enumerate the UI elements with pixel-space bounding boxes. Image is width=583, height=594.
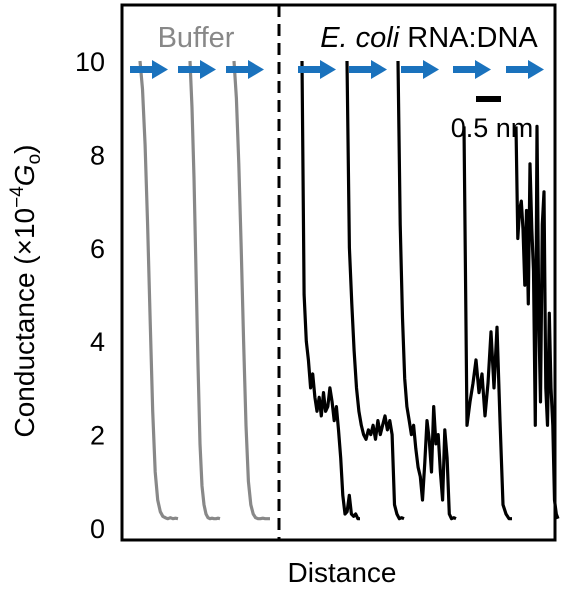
arrows-layer: [130, 60, 544, 79]
buffer-panel-label: Buffer: [158, 22, 235, 54]
conductance-trace-2: [188, 60, 221, 521]
y-axis-title: Conductance (×10−4Go): [7, 145, 45, 438]
arrow-icon: [506, 60, 544, 79]
conductance-trace-5: [345, 60, 405, 521]
plot-frame: [120, 3, 557, 542]
conductance-trace-7: [462, 126, 512, 521]
arrow-icon: [130, 60, 168, 79]
traces-layer: [138, 60, 560, 521]
scale-bar-label: 0.5 nm: [451, 113, 534, 143]
conductance-trace-6: [396, 60, 457, 521]
y-tick-label: 2: [90, 421, 105, 451]
y-axis-title-exponent: −4: [7, 186, 28, 208]
x-axis-title: Distance: [288, 557, 397, 588]
y-axis-ticks: 0 2 4 6 8 10: [75, 47, 105, 544]
conductance-trace-3: [232, 60, 270, 521]
y-tick-label: 4: [90, 327, 105, 357]
y-tick-label: 8: [90, 140, 105, 170]
sample-type: RNA:DNA: [399, 22, 538, 54]
arrow-icon: [178, 60, 216, 79]
conductance-trace-4: [300, 60, 360, 521]
rna-dna-panel-label: E. coli RNA:DNA: [320, 22, 538, 54]
conductance-trace-8: [514, 124, 560, 520]
arrow-icon: [298, 60, 336, 79]
y-tick-label: 0: [90, 514, 105, 544]
y-tick-label: 6: [90, 234, 105, 264]
y-axis-title-main: Conductance (×10: [9, 208, 40, 438]
arrow-icon: [453, 60, 491, 79]
arrow-icon: [401, 60, 439, 79]
y-axis-title-unit: G: [9, 164, 40, 186]
conductance-trace-1: [138, 60, 179, 521]
y-tick-label: 10: [75, 47, 105, 77]
arrow-icon: [226, 60, 264, 79]
arrow-icon: [349, 60, 387, 79]
organism-name: E. coli: [320, 22, 401, 54]
y-axis-title-unit-subscript: o: [24, 154, 45, 165]
y-axis-title-close: ): [9, 145, 40, 154]
